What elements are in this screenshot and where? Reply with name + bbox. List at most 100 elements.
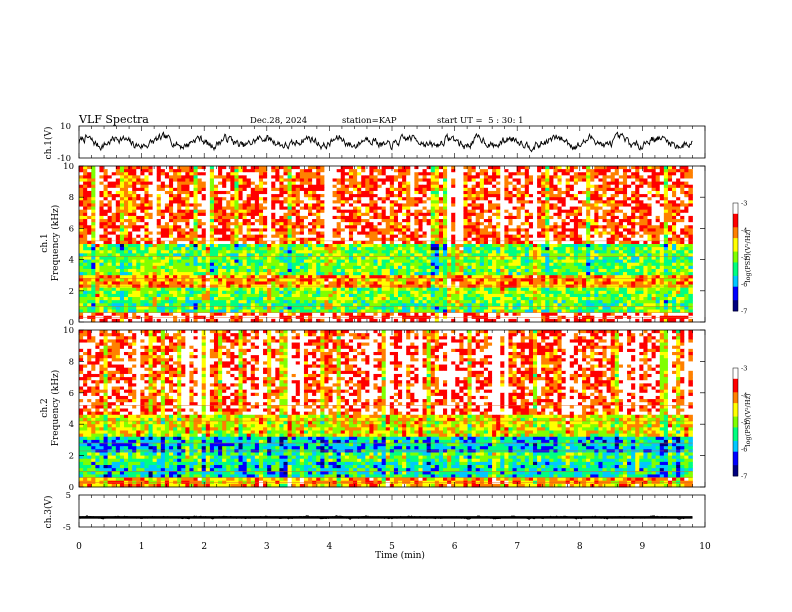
spectrogram-cell	[320, 200, 325, 204]
spectrogram-cell	[267, 190, 272, 195]
spectrogram-cell	[553, 253, 558, 257]
spectrogram-cell	[663, 237, 669, 242]
spectrogram-cell	[520, 166, 526, 170]
spectrogram-cell	[688, 231, 693, 236]
spectrogram-cell	[365, 187, 370, 192]
spectrogram-cell	[451, 215, 456, 220]
spectrogram-cell	[398, 262, 403, 267]
spectrogram-cell	[79, 200, 84, 204]
spectrogram-cell	[312, 228, 317, 232]
spectrogram-cell	[385, 212, 391, 217]
spectrogram-cell	[622, 178, 628, 182]
spectrogram-cell	[295, 215, 301, 220]
spectrogram-cell	[312, 212, 317, 217]
spectrogram-cell	[459, 228, 464, 232]
spectrogram-cell	[586, 166, 591, 170]
spectrogram-cell	[267, 265, 272, 270]
spectrogram-cell	[312, 253, 317, 257]
spectrogram-cell	[299, 253, 305, 257]
spectrogram-cell	[602, 250, 607, 254]
spectrogram-cell	[532, 212, 538, 217]
spectrogram-cell	[111, 200, 117, 204]
spectrogram-cell	[295, 178, 301, 182]
spectrogram-cell	[79, 169, 84, 173]
spectrogram-cell	[659, 197, 665, 201]
spectrogram-cell	[193, 222, 199, 226]
spectrogram-cell	[582, 256, 587, 260]
spectrogram-cell	[316, 187, 321, 192]
spectrogram-cell	[512, 231, 518, 236]
spectrogram-cell	[434, 262, 440, 267]
spectrogram-cell	[181, 244, 186, 248]
spectrogram-cell	[516, 256, 522, 260]
spectrogram-cell	[115, 244, 121, 248]
spectrogram-cell	[357, 172, 362, 176]
spectrogram-cell	[361, 256, 366, 260]
spectrogram-cell	[197, 172, 203, 176]
spectrogram-cell	[320, 215, 325, 220]
spectrogram-cell	[586, 262, 591, 267]
spectrogram-cell	[205, 259, 211, 264]
spectrogram-cell	[385, 256, 391, 260]
spectrogram-cell	[95, 240, 100, 245]
spectrogram-cell	[614, 253, 620, 257]
spectrogram-cell	[238, 197, 243, 201]
spectrogram-cell	[193, 178, 199, 182]
spectrogram-cell	[213, 206, 219, 211]
spectrogram-cell	[234, 172, 239, 176]
spectrogram-cell	[467, 215, 473, 220]
spectrogram-cell	[283, 253, 288, 257]
spectrogram-cell	[148, 184, 154, 189]
spectrogram-cell	[357, 237, 362, 242]
spectrogram-cell	[659, 259, 665, 264]
spectrogram-cell	[398, 212, 403, 217]
spectrogram-cell	[123, 225, 129, 229]
spectrogram-cell	[512, 228, 518, 232]
spectrogram-cell	[271, 190, 276, 195]
spectrogram-cell	[438, 200, 444, 204]
spectrogram-cell	[426, 259, 432, 264]
spectrogram-cell	[467, 237, 473, 242]
spectrogram-cell	[234, 212, 239, 217]
spectrogram-cell	[279, 172, 284, 176]
spectrogram-cell	[504, 240, 509, 245]
spectrogram-cell	[279, 244, 284, 248]
spectrogram-cell	[332, 231, 338, 236]
spectrogram-cell	[328, 187, 333, 192]
spectrogram-cell	[520, 231, 526, 236]
spectrogram-cell	[128, 222, 133, 226]
spectrogram-cell	[393, 197, 399, 201]
spectrogram-cell	[369, 197, 374, 201]
spectrogram-cell	[639, 184, 644, 189]
spectrogram-cell	[467, 206, 473, 211]
spectrogram-cell	[430, 178, 436, 182]
spectrogram-cell	[492, 262, 497, 267]
spectrogram-cell	[410, 178, 415, 182]
spectrogram-cell	[353, 228, 358, 232]
spectrogram-cell	[336, 172, 342, 176]
spectrogram-cell	[496, 190, 501, 195]
spectrogram-cell	[348, 169, 354, 173]
spectrogram-cell	[532, 250, 538, 254]
spectrogram-cell	[402, 197, 407, 201]
spectrogram-cell	[258, 250, 264, 254]
spectrogram-cell	[590, 197, 595, 201]
spectrogram-cell	[426, 250, 432, 254]
spectrogram-cell	[254, 262, 260, 267]
spectrogram-cell	[287, 206, 293, 211]
spectrogram-cell	[254, 203, 260, 207]
spectrogram-cell	[537, 225, 542, 229]
spectrogram-cell	[406, 259, 411, 264]
spectrogram-cell	[99, 203, 104, 207]
spectrogram-cell	[524, 184, 530, 189]
spectrogram-cell	[430, 219, 436, 223]
spectrogram-cell	[209, 172, 215, 176]
spectrogram-cell	[643, 175, 648, 179]
spectrogram-cell	[295, 262, 301, 267]
spectrogram-cell	[606, 190, 612, 195]
spectrogram-cell	[181, 253, 186, 257]
spectrogram-cell	[295, 253, 301, 257]
spectrogram-cell	[680, 234, 685, 239]
spectrogram-cell	[467, 228, 473, 232]
spectrogram-cell	[451, 222, 456, 226]
